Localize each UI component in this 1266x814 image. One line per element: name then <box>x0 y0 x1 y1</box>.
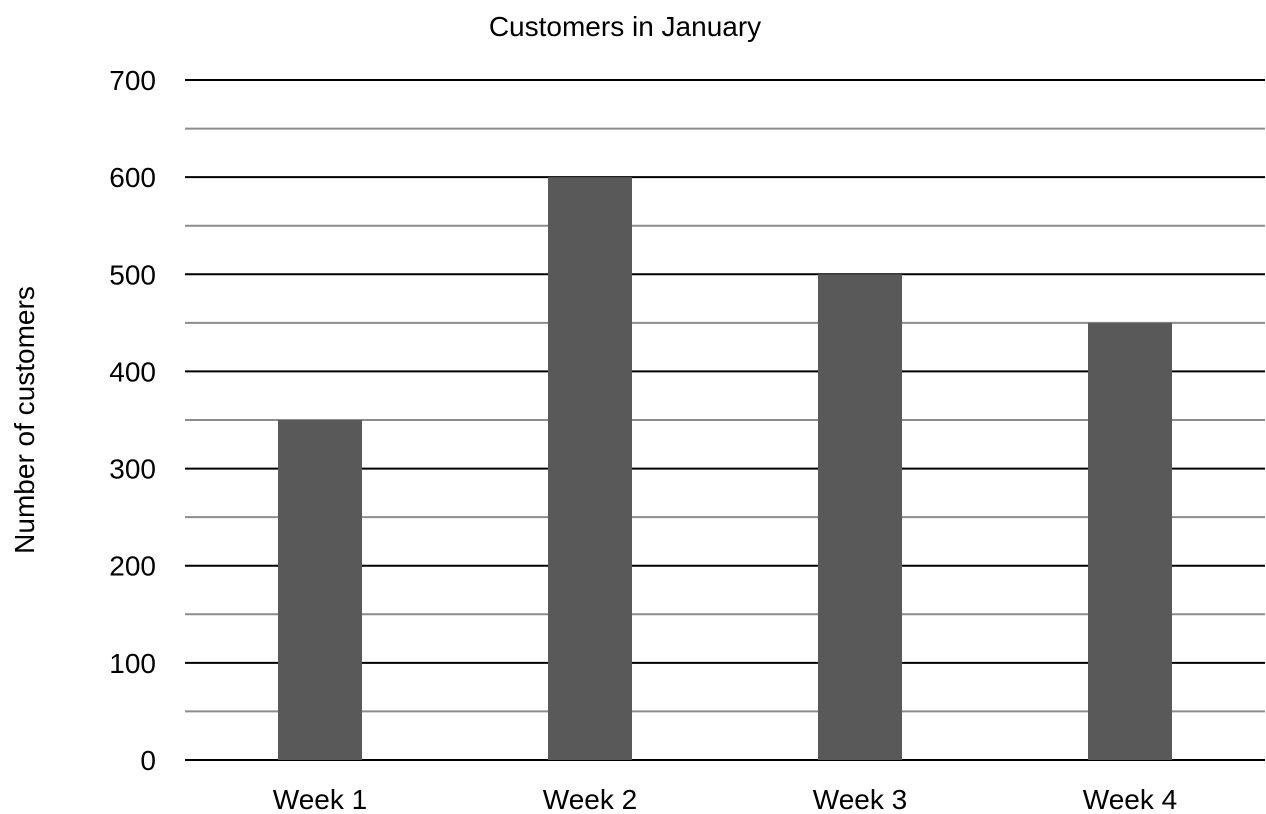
y-axis-label: Number of customers <box>9 286 40 554</box>
y-tick-label: 200 <box>109 551 156 582</box>
chart-title: Customers in January <box>489 11 761 42</box>
y-tick-label: 400 <box>109 356 156 387</box>
x-axis-ticks: Week 1 Week 2 Week 3 Week 4 <box>273 784 1177 814</box>
minor-grid <box>185 127 1265 713</box>
y-tick-label: 700 <box>109 65 156 96</box>
bars <box>278 177 1172 761</box>
y-axis-ticks: 0 100 200 300 400 500 600 700 <box>109 65 156 776</box>
x-tick-label: Week 2 <box>543 784 637 814</box>
y-tick-label: 0 <box>140 745 156 776</box>
bar-week-1 <box>278 420 362 760</box>
y-tick-label: 100 <box>109 648 156 679</box>
y-tick-label: 300 <box>109 454 156 485</box>
y-tick-label: 500 <box>109 259 156 290</box>
bar-week-4 <box>1088 322 1172 760</box>
major-grid <box>185 79 1265 761</box>
x-tick-label: Week 3 <box>813 784 907 814</box>
x-tick-label: Week 1 <box>273 784 367 814</box>
y-tick-label: 600 <box>109 162 156 193</box>
bar-week-3 <box>818 274 902 760</box>
bar-week-2 <box>548 177 632 761</box>
x-tick-label: Week 4 <box>1083 784 1177 814</box>
